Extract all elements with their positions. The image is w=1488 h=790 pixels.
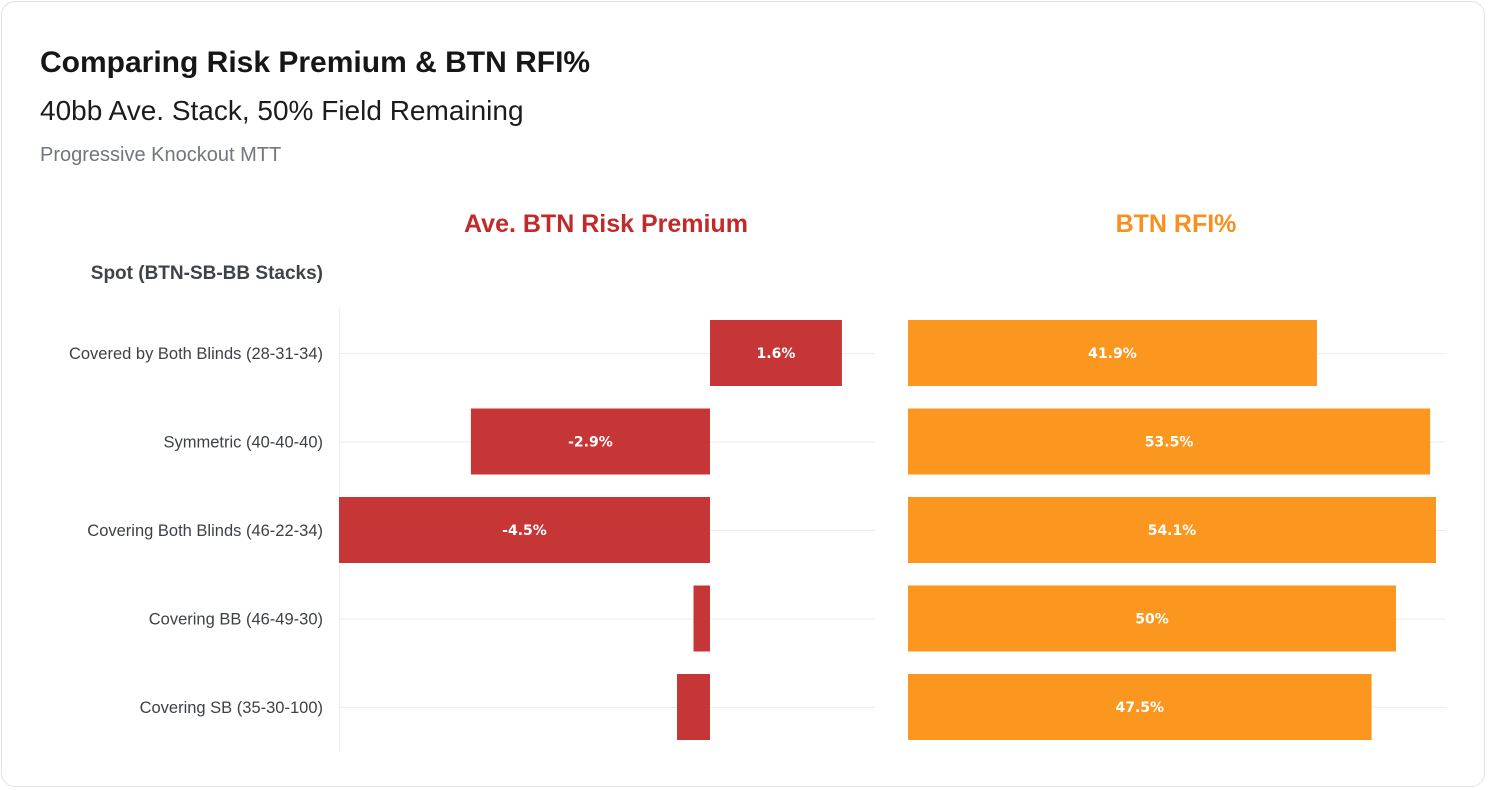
risk-premium-bar (339, 497, 710, 563)
rfi-bar (908, 408, 1431, 475)
chart-source-note: Progressive Knockout MTT (40, 144, 282, 166)
rfi-value-label: 47.5% (1116, 700, 1165, 716)
category-label: Covering Both Blinds (46-22-34) (87, 522, 323, 540)
rfi-value-label: 41.9% (1088, 346, 1137, 362)
category-label: Covered by Both Blinds (28-31-34) (69, 345, 323, 363)
category-label: Symmetric (40-40-40) (163, 434, 323, 452)
rfi-value-label: 54.1% (1148, 523, 1197, 539)
risk-premium-value-label: 1.6% (757, 346, 796, 362)
rfi-bar (908, 497, 1436, 563)
rfi-bar (908, 674, 1372, 740)
risk-premium-panel-title: Ave. BTN Risk Premium (464, 210, 748, 238)
risk-premium-bar (693, 585, 710, 652)
risk-premium-bar (710, 320, 842, 386)
rfi-value-label: 50% (1135, 612, 1169, 628)
category-label: Covering SB (35-30-100) (140, 699, 323, 717)
chart-title: Comparing Risk Premium & BTN RFI% (40, 46, 591, 79)
risk-premium-bar (677, 674, 710, 740)
rfi-bar (908, 320, 1317, 386)
risk-premium-value-label: -2.9% (568, 435, 613, 451)
rfi-bar (908, 585, 1396, 652)
risk-premium-value-label: -4.5% (502, 523, 547, 539)
category-label: Covering BB (46-49-30) (149, 611, 323, 629)
risk-premium-bar (470, 408, 710, 475)
rfi-value-label: 53.5% (1145, 435, 1194, 451)
chart-subtitle: 40bb Ave. Stack, 50% Field Remaining (40, 95, 524, 126)
rfi-panel-title: BTN RFI% (1116, 210, 1237, 238)
row-header-label: Spot (BTN-SB-BB Stacks) (91, 263, 323, 284)
